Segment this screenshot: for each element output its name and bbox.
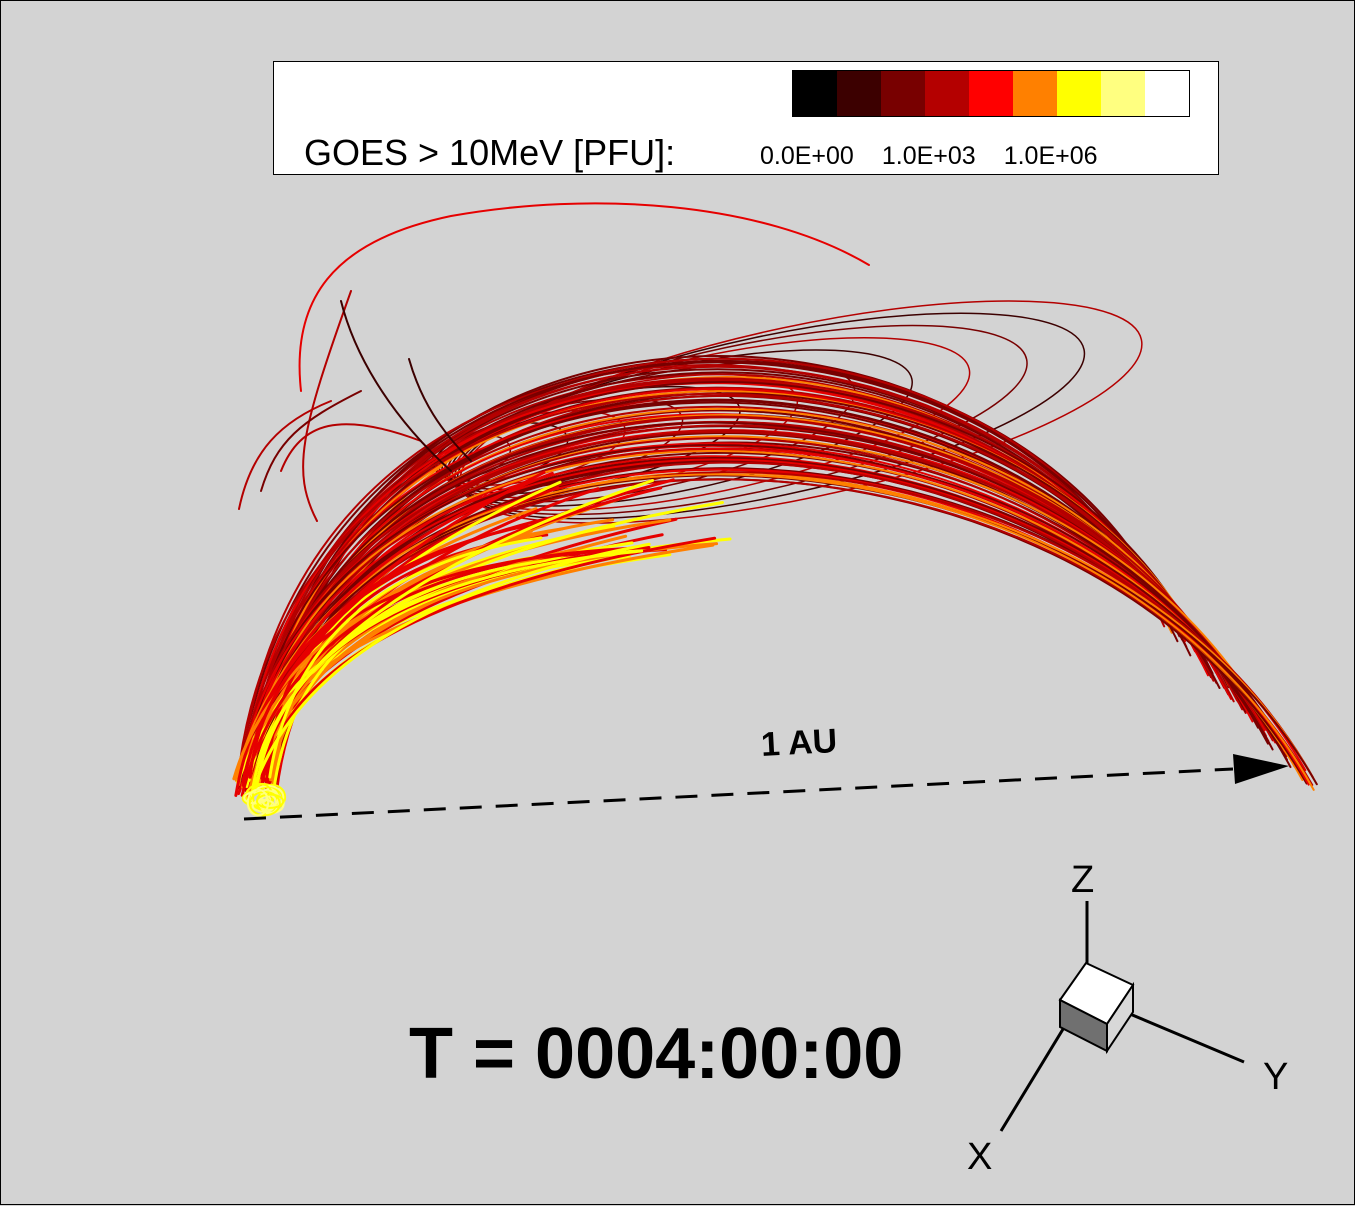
field-line (241, 470, 546, 784)
legend-tick-label: 1.0E+03 (881, 142, 976, 170)
stray-field-line (280, 423, 422, 472)
field-line (254, 361, 1172, 770)
axis-triad (999, 901, 1245, 1132)
stray-field-line (298, 202, 870, 392)
au-distance-arrowhead (1233, 754, 1289, 784)
flux-rope-loop (451, 337, 971, 511)
stray-field-line (238, 400, 332, 510)
field-line (248, 542, 651, 803)
x-axis-line (999, 1015, 1073, 1132)
field-line (254, 549, 644, 790)
legend-tick-label: 0.0E+00 (760, 142, 854, 170)
footpoint-loop (243, 791, 268, 805)
colorbar (792, 70, 1190, 117)
color-legend: GOES > 10MeV [PFU]: 0.0E+00 1.0E+03 1.0E… (273, 61, 1219, 175)
y-axis-label: Y (1263, 1056, 1289, 1098)
colorbar-swatch (1057, 71, 1101, 116)
stray-field-line (340, 300, 452, 472)
distance-label: 1 AU (760, 722, 839, 764)
footpoint-loop (255, 793, 285, 809)
stray-field-line (408, 358, 472, 462)
y-axis-line (1110, 1004, 1245, 1064)
legend-tick-label: 1.0E+06 (1003, 142, 1098, 170)
colorbar-swatch (1013, 71, 1057, 116)
time-label: T = 0004:00:00 (409, 1014, 904, 1094)
field-line (238, 393, 1210, 764)
sun-footpoint-knot (241, 782, 287, 818)
cube-right-face (1106, 981, 1134, 1055)
colorbar-swatch (925, 71, 969, 116)
field-line-bundle (232, 355, 1318, 803)
legend-title: GOES > 10MeV [PFU]: (304, 132, 676, 173)
footpoint-loop (246, 788, 270, 817)
colorbar-swatch (1101, 71, 1145, 116)
au-distance-arrow-line (243, 767, 1234, 821)
stray-field-line (260, 390, 362, 492)
colorbar-swatch (837, 71, 881, 116)
legend-tick-labels: 0.0E+00 1.0E+03 1.0E+06 (760, 142, 1098, 171)
colorbar-swatch (1145, 71, 1189, 116)
stray-field-lines (238, 202, 870, 522)
field-line (250, 479, 655, 799)
stray-field-line (302, 290, 352, 522)
footpoint-loop (251, 798, 276, 813)
colorbar-swatch (969, 71, 1013, 116)
colorbar-swatch (793, 71, 837, 116)
z-axis-label: Z (1071, 859, 1095, 901)
field-line (271, 553, 624, 803)
colorbar-swatch (881, 71, 925, 116)
x-axis-label: X (967, 1136, 993, 1178)
